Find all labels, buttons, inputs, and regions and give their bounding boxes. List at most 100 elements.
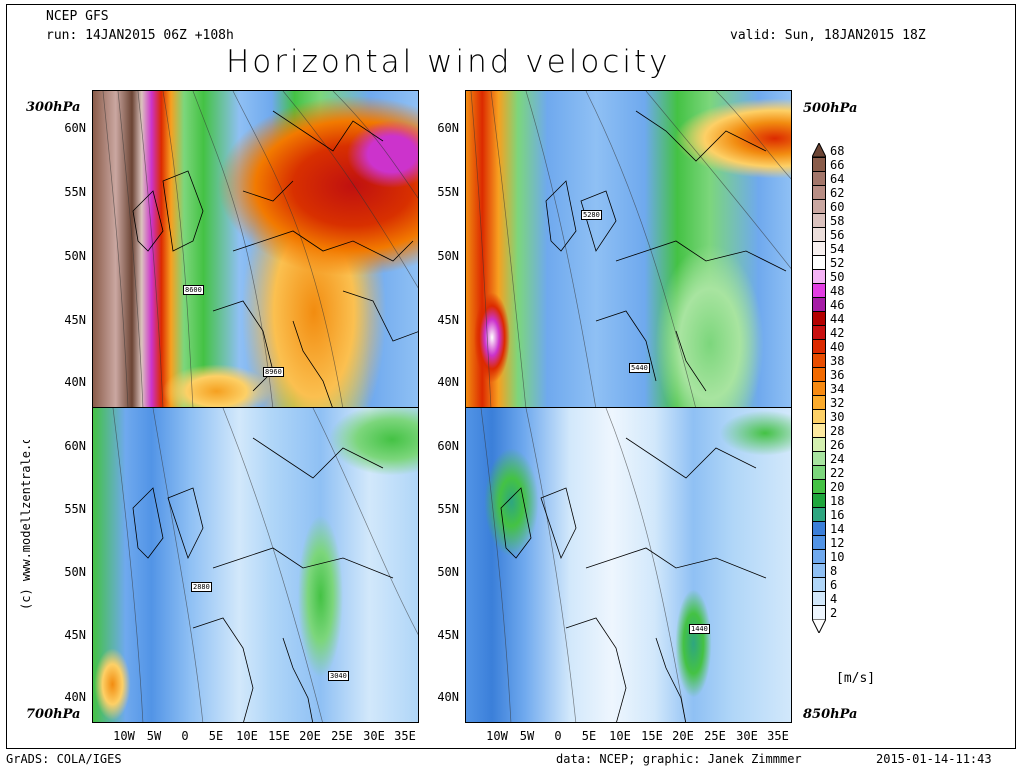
lat-label: 40N bbox=[64, 375, 86, 389]
lon-label: 10E bbox=[236, 729, 258, 743]
colorbar-swatch bbox=[812, 241, 826, 255]
contour-lines bbox=[480, 408, 767, 722]
colorbar-swatch bbox=[812, 227, 826, 241]
contour-lines bbox=[112, 408, 418, 722]
lon-label: 25E bbox=[331, 729, 353, 743]
colorbar-swatch bbox=[812, 283, 826, 297]
height-label: 5280 bbox=[581, 210, 602, 220]
colorbar-swatch bbox=[812, 577, 826, 591]
colorbar-label: 62 bbox=[830, 186, 845, 200]
footer-left: GrADS: COLA/IGES bbox=[6, 752, 122, 766]
colorbar-label: 58 bbox=[830, 214, 845, 228]
colorbar-swatch bbox=[812, 213, 826, 227]
run-info: run: 14JAN2015 06Z +108h bbox=[46, 28, 234, 43]
lon-label: 30E bbox=[363, 729, 385, 743]
colorbar-swatch bbox=[812, 297, 826, 311]
lon-label: 5W bbox=[519, 729, 535, 743]
colorbar-label: 28 bbox=[830, 424, 845, 438]
lon-label: 5E bbox=[581, 729, 597, 743]
lon-label: 10W bbox=[486, 729, 508, 743]
colorbar-label: 52 bbox=[830, 256, 845, 270]
height-label: 3040 bbox=[328, 671, 349, 681]
lat-label: 50N bbox=[437, 565, 459, 579]
lat-label: 45N bbox=[64, 628, 86, 642]
lon-label: 25E bbox=[704, 729, 726, 743]
colorbar-swatch bbox=[812, 493, 826, 507]
colorbar-swatch bbox=[812, 339, 826, 353]
colorbar-label: 38 bbox=[830, 354, 845, 368]
lat-label: 50N bbox=[64, 249, 86, 263]
colorbar-label: 18 bbox=[830, 494, 845, 508]
colorbar-label: 50 bbox=[830, 270, 845, 284]
colorbar-swatch bbox=[812, 269, 826, 283]
lon-label: 15E bbox=[641, 729, 663, 743]
colorbar-swatch bbox=[812, 171, 826, 185]
height-label: 5440 bbox=[629, 363, 650, 373]
colorbar-label: 66 bbox=[830, 158, 845, 172]
colorbar-label: 40 bbox=[830, 340, 845, 354]
colorbar-swatch bbox=[812, 353, 826, 367]
height-label: 2880 bbox=[191, 582, 212, 592]
colorbar-label: 32 bbox=[830, 396, 845, 410]
colorbar-label: 36 bbox=[830, 368, 845, 382]
lat-label: 55N bbox=[64, 502, 86, 516]
colorbar-label: 54 bbox=[830, 242, 845, 256]
colorbar-label: 6 bbox=[830, 578, 838, 592]
colorbar-swatch bbox=[812, 479, 826, 493]
colorbar-swatch bbox=[812, 521, 826, 535]
colorbar-swatch bbox=[812, 199, 826, 213]
lon-label: 5W bbox=[146, 729, 162, 743]
colorbar-swatch bbox=[812, 311, 826, 325]
colorbar-label: 44 bbox=[830, 312, 845, 326]
map-panel-300hpa: 8600 8960 bbox=[92, 90, 419, 408]
colorbar-swatch bbox=[812, 465, 826, 479]
contour-lines bbox=[470, 91, 791, 407]
lon-label: 15E bbox=[268, 729, 290, 743]
lat-label: 45N bbox=[437, 628, 459, 642]
colorbar-swatch bbox=[812, 451, 826, 465]
footer-right: 2015-01-14-11:43 bbox=[876, 752, 992, 766]
colorbar-swatch bbox=[812, 255, 826, 269]
lat-label: 40N bbox=[437, 690, 459, 704]
colorbar-swatch bbox=[812, 507, 826, 521]
colorbar-label: 56 bbox=[830, 228, 845, 242]
colorbar-label: 30 bbox=[830, 410, 845, 424]
level-label-850: 850hPa bbox=[803, 707, 858, 722]
colorbar-bottom-arrow bbox=[812, 619, 826, 633]
colorbar-swatch bbox=[812, 409, 826, 423]
colorbar-label: 2 bbox=[830, 606, 838, 620]
colorbar-swatch bbox=[812, 381, 826, 395]
height-label: 8600 bbox=[183, 285, 204, 295]
valid-time: valid: Sun, 18JAN2015 18Z bbox=[730, 28, 926, 43]
colorbar-label: 46 bbox=[830, 298, 845, 312]
colorbar-label: 60 bbox=[830, 200, 845, 214]
lat-label: 40N bbox=[437, 375, 459, 389]
colorbar-swatch bbox=[812, 423, 826, 437]
colorbar-swatch bbox=[812, 549, 826, 563]
lon-label: 10W bbox=[113, 729, 135, 743]
colorbar-label: 8 bbox=[830, 564, 838, 578]
colorbar-swatch bbox=[812, 437, 826, 451]
lat-label: 55N bbox=[437, 502, 459, 516]
colorbar-label: 4 bbox=[830, 592, 838, 606]
colorbar-label: 14 bbox=[830, 522, 845, 536]
colorbar-label: 48 bbox=[830, 284, 845, 298]
figure-frame bbox=[6, 4, 1016, 749]
colorbar-label: 34 bbox=[830, 382, 845, 396]
level-label-500: 500hPa bbox=[803, 101, 858, 116]
lat-label: 50N bbox=[64, 565, 86, 579]
colorbar-label: 16 bbox=[830, 508, 845, 522]
lat-label: 60N bbox=[437, 439, 459, 453]
lat-label: 60N bbox=[64, 439, 86, 453]
lon-label: 10E bbox=[609, 729, 631, 743]
side-credit: (c) www.modellzentrale.de bbox=[19, 440, 33, 610]
lon-label: 0 bbox=[554, 729, 562, 743]
colorbar-swatch bbox=[812, 325, 826, 339]
colorbar-label: 26 bbox=[830, 438, 845, 452]
level-label-300: 300hPa bbox=[26, 100, 81, 115]
lon-label: 35E bbox=[767, 729, 789, 743]
svg-text:(c) www.modellzentrale.de: (c) www.modellzentrale.de bbox=[19, 440, 33, 610]
lat-label: 50N bbox=[437, 249, 459, 263]
colorbar-label: 68 bbox=[830, 144, 845, 158]
colorbar-swatch bbox=[812, 157, 826, 171]
